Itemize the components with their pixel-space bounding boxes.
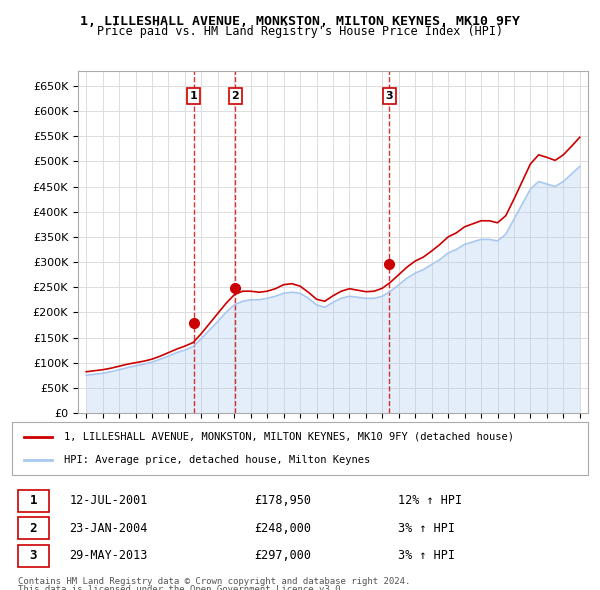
Text: HPI: Average price, detached house, Milton Keynes: HPI: Average price, detached house, Milt… <box>64 455 370 465</box>
Text: 3: 3 <box>29 549 37 562</box>
Text: 3: 3 <box>385 91 393 101</box>
Text: 23-JAN-2004: 23-JAN-2004 <box>70 522 148 535</box>
Text: 3% ↑ HPI: 3% ↑ HPI <box>398 549 455 562</box>
Text: £178,950: £178,950 <box>254 494 311 507</box>
Text: 12% ↑ HPI: 12% ↑ HPI <box>398 494 462 507</box>
Text: 1, LILLESHALL AVENUE, MONKSTON, MILTON KEYNES, MK10 9FY: 1, LILLESHALL AVENUE, MONKSTON, MILTON K… <box>80 15 520 28</box>
Text: 3% ↑ HPI: 3% ↑ HPI <box>398 522 455 535</box>
Text: Contains HM Land Registry data © Crown copyright and database right 2024.: Contains HM Land Registry data © Crown c… <box>18 577 410 586</box>
Text: £248,000: £248,000 <box>254 522 311 535</box>
Text: 2: 2 <box>232 91 239 101</box>
FancyBboxPatch shape <box>12 422 588 475</box>
FancyBboxPatch shape <box>18 490 49 512</box>
Text: 2: 2 <box>29 522 37 535</box>
Text: 1: 1 <box>29 494 37 507</box>
Text: Price paid vs. HM Land Registry's House Price Index (HPI): Price paid vs. HM Land Registry's House … <box>97 25 503 38</box>
Text: 1, LILLESHALL AVENUE, MONKSTON, MILTON KEYNES, MK10 9FY (detached house): 1, LILLESHALL AVENUE, MONKSTON, MILTON K… <box>64 432 514 442</box>
Text: 29-MAY-2013: 29-MAY-2013 <box>70 549 148 562</box>
Text: 1: 1 <box>190 91 197 101</box>
Text: This data is licensed under the Open Government Licence v3.0.: This data is licensed under the Open Gov… <box>18 585 346 590</box>
FancyBboxPatch shape <box>18 545 49 567</box>
Text: 12-JUL-2001: 12-JUL-2001 <box>70 494 148 507</box>
FancyBboxPatch shape <box>18 517 49 539</box>
Text: £297,000: £297,000 <box>254 549 311 562</box>
